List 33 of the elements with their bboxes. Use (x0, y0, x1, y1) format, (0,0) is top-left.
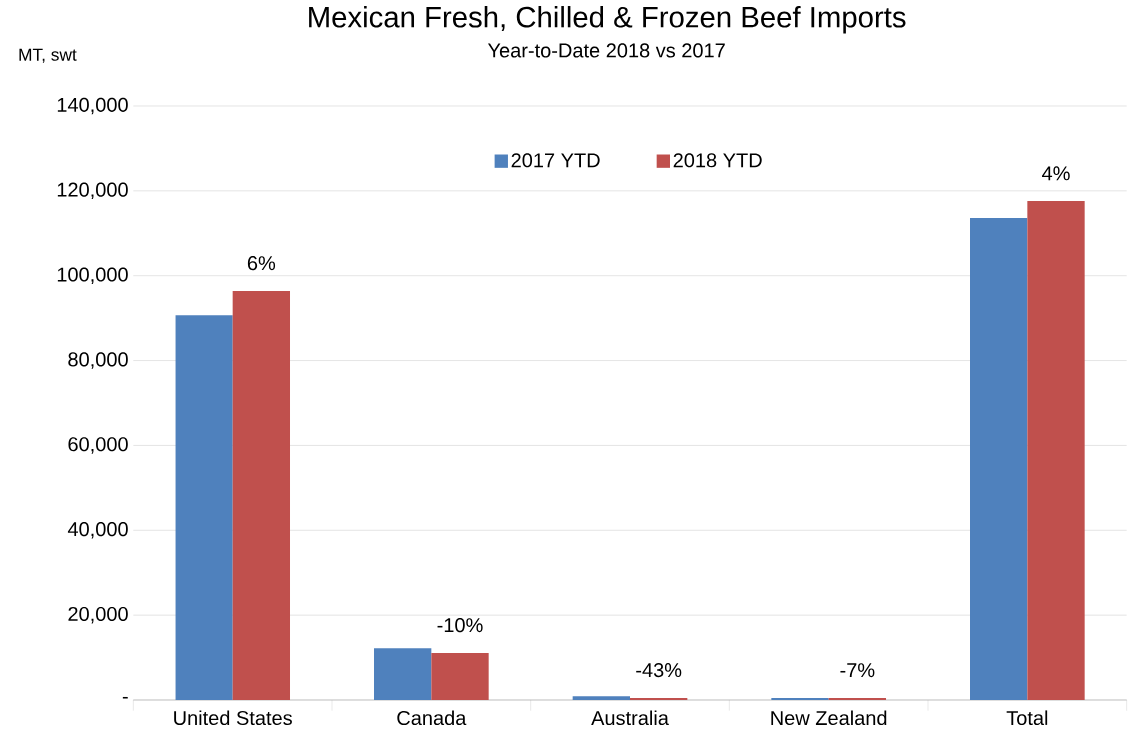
bar (232, 290, 290, 700)
x-tick-label: Total (1006, 710, 1048, 726)
chart-subtitle: Year-to-Date 2018 vs 2017 (487, 43, 725, 58)
y-axis-title: MT, swt (19, 48, 77, 63)
bar (572, 696, 631, 700)
y-tick-label: - (122, 696, 128, 699)
chart-title: Mexican Fresh, Chilled & Frozen Beef Imports (309, 6, 906, 34)
y-tick-label: 100,000 (57, 267, 128, 284)
y-tick-label: 40,000 (67, 522, 128, 539)
bar (630, 697, 688, 700)
bar (431, 652, 489, 700)
annotation: -7% (840, 663, 875, 678)
y-tick-label: 120,000 (57, 182, 128, 200)
x-tick-label: United States (174, 710, 292, 726)
annotation: -10% (437, 618, 483, 633)
bar (1027, 201, 1085, 700)
x-tick-label: Australia (591, 710, 669, 726)
annotation: 6% (247, 256, 276, 271)
legend-label: 2017 YTD (511, 153, 600, 168)
y-tick-label: 60,000 (68, 437, 128, 454)
y-tick-label: 140,000 (57, 97, 128, 115)
bar (970, 218, 1028, 700)
y-tick-label: 80,000 (68, 352, 128, 369)
bar (175, 315, 233, 700)
legend-label: 2018 YTD (673, 153, 762, 168)
bar (828, 697, 887, 700)
x-tick-label: New Zealand (771, 710, 887, 726)
bar (771, 697, 829, 700)
annotation: -43% (636, 663, 682, 678)
x-tick-label: Canada (397, 710, 467, 726)
bar (374, 648, 432, 700)
annotation: 4% (1042, 166, 1070, 181)
y-tick-label: 20,000 (68, 606, 128, 624)
